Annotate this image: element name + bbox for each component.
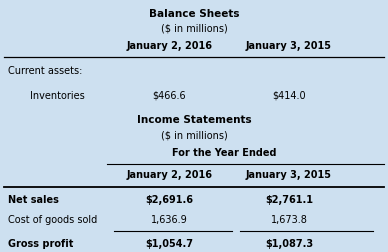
Text: ($ in millions): ($ in millions)	[161, 130, 227, 140]
Text: January 3, 2015: January 3, 2015	[246, 41, 332, 51]
Text: January 2, 2016: January 2, 2016	[126, 41, 212, 51]
Text: $1,054.7: $1,054.7	[145, 238, 193, 248]
Text: Cost of goods sold: Cost of goods sold	[8, 214, 97, 224]
Text: 1,673.8: 1,673.8	[270, 214, 308, 224]
Text: $2,691.6: $2,691.6	[145, 194, 193, 204]
Text: Inventories: Inventories	[31, 90, 85, 100]
Text: Income Statements: Income Statements	[137, 115, 251, 125]
Text: $2,761.1: $2,761.1	[265, 194, 313, 204]
Text: ($ in millions): ($ in millions)	[161, 23, 227, 34]
Text: 1,636.9: 1,636.9	[151, 214, 188, 224]
Text: January 2, 2016: January 2, 2016	[126, 169, 212, 179]
Text: Current assets:: Current assets:	[8, 66, 82, 75]
Text: $414.0: $414.0	[272, 90, 306, 100]
Text: $1,087.3: $1,087.3	[265, 238, 313, 248]
Text: $466.6: $466.6	[152, 90, 186, 100]
Text: Balance Sheets: Balance Sheets	[149, 9, 239, 19]
Text: Net sales: Net sales	[8, 194, 59, 204]
Text: January 3, 2015: January 3, 2015	[246, 169, 332, 179]
Text: Gross profit: Gross profit	[8, 238, 73, 248]
Text: For the Year Ended: For the Year Ended	[172, 147, 277, 157]
